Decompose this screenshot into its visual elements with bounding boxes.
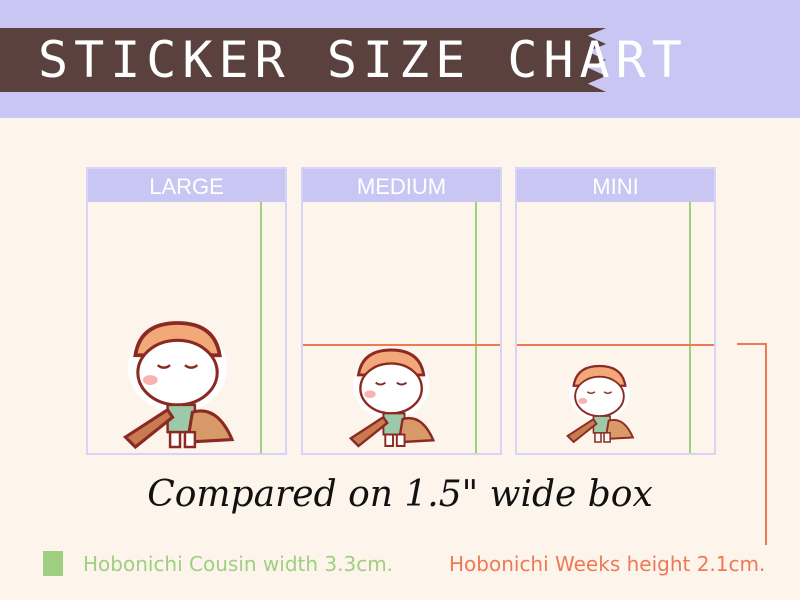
size-box-large: LARGE <box>86 167 287 455</box>
size-label: MINI <box>517 169 714 202</box>
cousin-width-line <box>475 202 477 453</box>
size-label: MEDIUM <box>303 169 500 202</box>
legend-weeks-height: Hobonichi Weeks height 2.1cm. <box>449 552 766 576</box>
sticker-medium <box>349 348 435 448</box>
size-box-mini: MINI <box>515 167 716 455</box>
cousin-width-line <box>689 202 691 453</box>
weeks-height-line <box>517 344 714 346</box>
sticker-large <box>123 321 234 449</box>
sticker-mini <box>566 364 635 444</box>
size-label: LARGE <box>88 169 285 202</box>
cousin-width-line <box>260 202 262 453</box>
weeks-height-indicator <box>737 343 766 345</box>
green-legend-swatch <box>43 551 63 576</box>
weeks-height-line <box>303 344 500 346</box>
weeks-height-indicator-vertical <box>765 343 767 545</box>
title-banner <box>0 28 606 92</box>
size-box-medium: MEDIUM <box>301 167 502 455</box>
legend-cousin-width: Hobonichi Cousin width 3.3cm. <box>83 552 394 576</box>
comparison-caption: Compared on 1.5" wide box <box>147 474 653 515</box>
page-title: STICKER SIZE CHART <box>38 31 688 89</box>
